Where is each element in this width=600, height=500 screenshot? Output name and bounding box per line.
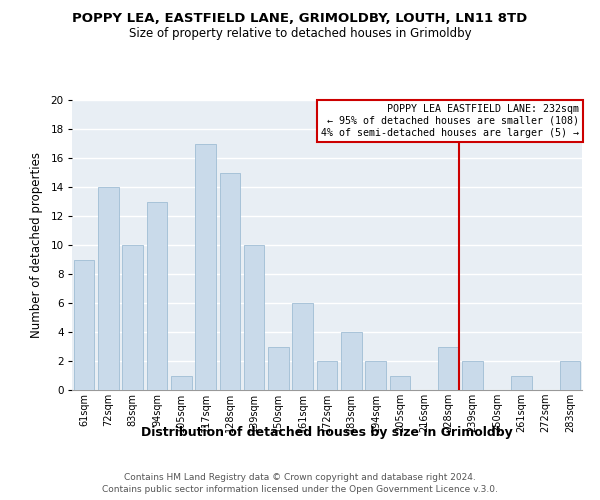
Text: Distribution of detached houses by size in Grimoldby: Distribution of detached houses by size … — [141, 426, 513, 439]
Bar — [98, 187, 119, 390]
Bar — [244, 245, 265, 390]
Bar — [341, 332, 362, 390]
Bar — [511, 376, 532, 390]
Bar — [74, 260, 94, 390]
Bar — [560, 361, 580, 390]
Text: Contains HM Land Registry data © Crown copyright and database right 2024.: Contains HM Land Registry data © Crown c… — [124, 472, 476, 482]
Bar — [365, 361, 386, 390]
Bar — [438, 346, 459, 390]
Bar — [292, 303, 313, 390]
Bar — [463, 361, 483, 390]
Bar — [389, 376, 410, 390]
Y-axis label: Number of detached properties: Number of detached properties — [31, 152, 43, 338]
Text: Size of property relative to detached houses in Grimoldby: Size of property relative to detached ho… — [128, 28, 472, 40]
Bar — [122, 245, 143, 390]
Text: POPPY LEA EASTFIELD LANE: 232sqm
← 95% of detached houses are smaller (108)
4% o: POPPY LEA EASTFIELD LANE: 232sqm ← 95% o… — [322, 104, 580, 138]
Bar — [195, 144, 216, 390]
Bar — [317, 361, 337, 390]
Bar — [220, 172, 240, 390]
Bar — [171, 376, 191, 390]
Bar — [268, 346, 289, 390]
Bar — [146, 202, 167, 390]
Text: POPPY LEA, EASTFIELD LANE, GRIMOLDBY, LOUTH, LN11 8TD: POPPY LEA, EASTFIELD LANE, GRIMOLDBY, LO… — [73, 12, 527, 26]
Text: Contains public sector information licensed under the Open Government Licence v.: Contains public sector information licen… — [102, 485, 498, 494]
